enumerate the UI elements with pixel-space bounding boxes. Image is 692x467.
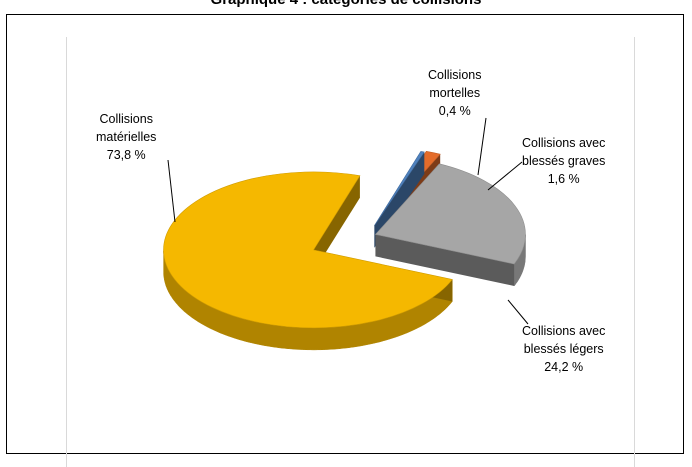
slice-edge-collisions-mat-rielles-1: [313, 175, 360, 272]
slice-collisions-mortelles: [374, 151, 425, 226]
chart-title: Graphique 4 : catégories de collisions: [0, 0, 692, 8]
slice-edge-collisions-avec-bless-s-l-gers-1: [375, 234, 515, 286]
leader-line-3: [167, 159, 176, 223]
slice-collisions-mat-rielles: [163, 171, 453, 329]
slice-label-materielles: Collisions matérielles 73,8 %: [96, 112, 157, 162]
slice-label-graves: Collisions avec blessés graves 1,6 %: [522, 136, 606, 186]
leader-line-2: [507, 299, 529, 325]
leader-line-0: [477, 117, 487, 176]
pie-chart: [163, 117, 529, 351]
slice-collisions-avec-bless-s-l-gers: [374, 163, 526, 265]
plot-area: [66, 37, 635, 467]
chart-frame: [6, 14, 684, 467]
slice-label-legers: Collisions avec blessés légers 24,2 %: [522, 324, 606, 374]
leader-line-1: [487, 161, 523, 191]
slice-label-mortelles: Collisions mortelles 0,4 %: [428, 68, 482, 118]
